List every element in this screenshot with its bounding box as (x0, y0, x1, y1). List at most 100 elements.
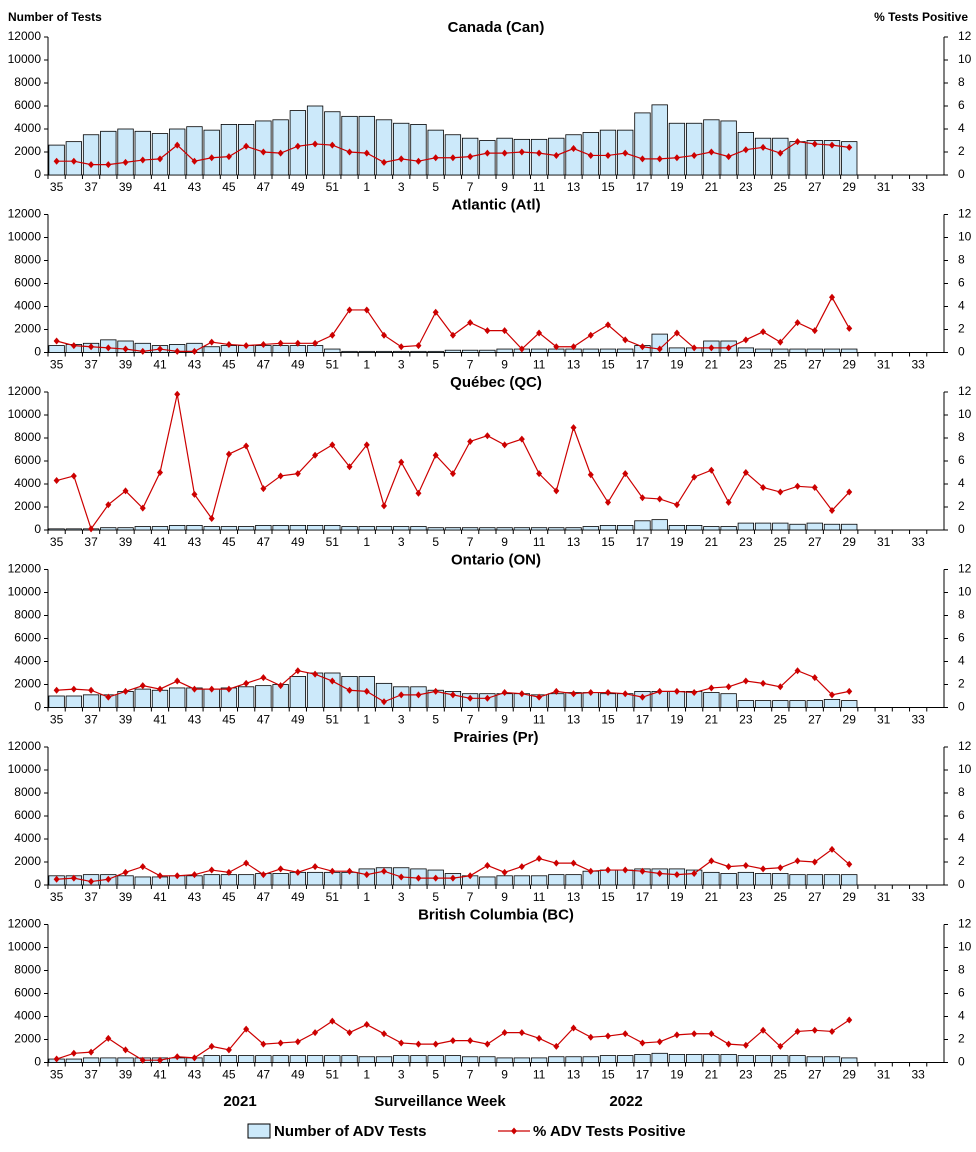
point (708, 344, 715, 352)
bar (720, 873, 737, 886)
bar (255, 685, 272, 708)
point (191, 1054, 198, 1062)
point (174, 1053, 181, 1061)
point (174, 872, 181, 880)
x-tick-label: 39 (119, 180, 133, 194)
y-tick-label: 0 (34, 345, 41, 359)
point (570, 690, 577, 698)
bar (393, 350, 410, 353)
y-tick-label: 0 (34, 700, 41, 714)
x-tick-label: 19 (670, 713, 684, 727)
point (777, 149, 784, 157)
point (415, 489, 422, 497)
y2-tick-label: 12 (958, 384, 972, 398)
bar (806, 874, 823, 886)
point (432, 874, 439, 882)
x-tick-label: 43 (188, 890, 202, 904)
bar (134, 526, 151, 531)
point (139, 1056, 146, 1064)
y2-tick-label: 6 (958, 276, 965, 290)
y-tick-label: 4000 (14, 654, 41, 668)
panel-title: British Columbia (BC) (418, 906, 574, 923)
point (777, 864, 784, 872)
y2-tick-label: 10 (958, 407, 972, 421)
point (312, 863, 319, 871)
bar (772, 348, 789, 353)
x-tick-label: 1 (363, 890, 370, 904)
x-tick-label: 41 (153, 713, 167, 727)
y2-tick-label: 4 (958, 654, 965, 668)
x-tick-label: 7 (467, 180, 474, 194)
y2-tick-label: 0 (958, 1055, 965, 1069)
y-tick-label: 10000 (8, 940, 42, 954)
y2-tick-label: 12 (958, 29, 972, 43)
x-tick-label: 27 (808, 535, 822, 549)
bar (496, 1057, 513, 1063)
point (725, 498, 732, 506)
point (708, 1030, 715, 1038)
bar (789, 348, 806, 353)
bar (272, 1055, 289, 1063)
point (363, 687, 370, 695)
point (139, 682, 146, 690)
y-tick-label: 12000 (8, 207, 42, 221)
x-tick-label: 13 (567, 1068, 581, 1082)
point (260, 148, 267, 156)
bar (82, 694, 100, 708)
point (742, 677, 749, 685)
x-tick-label: 49 (291, 890, 305, 904)
point (570, 145, 577, 153)
y-tick-label: 4000 (14, 1009, 41, 1023)
bar (203, 346, 220, 353)
point (760, 1026, 767, 1034)
bar (461, 1056, 479, 1063)
x-tick-label: 5 (432, 890, 439, 904)
point (518, 435, 525, 443)
x-tick-label: 29 (843, 358, 857, 372)
point (432, 1040, 439, 1048)
bar (427, 129, 444, 176)
y2-tick-label: 6 (958, 808, 965, 822)
x-tick-label: 15 (601, 358, 615, 372)
point (484, 1040, 491, 1048)
bar (686, 525, 703, 531)
point (88, 161, 95, 169)
point (846, 687, 853, 695)
y-tick-label: 12000 (8, 917, 42, 931)
bar (823, 140, 841, 176)
point (88, 525, 95, 533)
x-tick-label: 9 (501, 1068, 508, 1082)
point (639, 343, 646, 351)
x-tick-label: 7 (467, 535, 474, 549)
point (829, 293, 835, 301)
x-tick-label: 11 (533, 890, 546, 904)
point (329, 867, 336, 875)
point (484, 149, 491, 157)
x-tick-label: 23 (739, 890, 753, 904)
point (329, 141, 336, 149)
bar (169, 128, 186, 176)
x-tick-label: 43 (188, 180, 202, 194)
bar (393, 526, 410, 531)
point (794, 482, 801, 490)
x-tick-label: 49 (291, 1068, 305, 1082)
point (157, 469, 163, 476)
bar (237, 686, 255, 708)
bar (324, 348, 341, 353)
point (673, 501, 680, 509)
bar (306, 871, 324, 886)
point (260, 485, 267, 493)
bar (617, 1055, 634, 1063)
x-tick-label: 27 (808, 358, 822, 372)
bar (444, 349, 462, 353)
point (467, 437, 474, 445)
y2-tick-label: 10 (958, 585, 972, 599)
point (673, 329, 680, 337)
point (208, 866, 215, 874)
point (381, 1030, 387, 1038)
point (467, 319, 474, 327)
bar (375, 119, 393, 176)
x-tick-label: 27 (808, 1068, 822, 1082)
y2-tick-label: 2 (958, 1032, 965, 1046)
x-tick-label: 21 (705, 890, 719, 904)
